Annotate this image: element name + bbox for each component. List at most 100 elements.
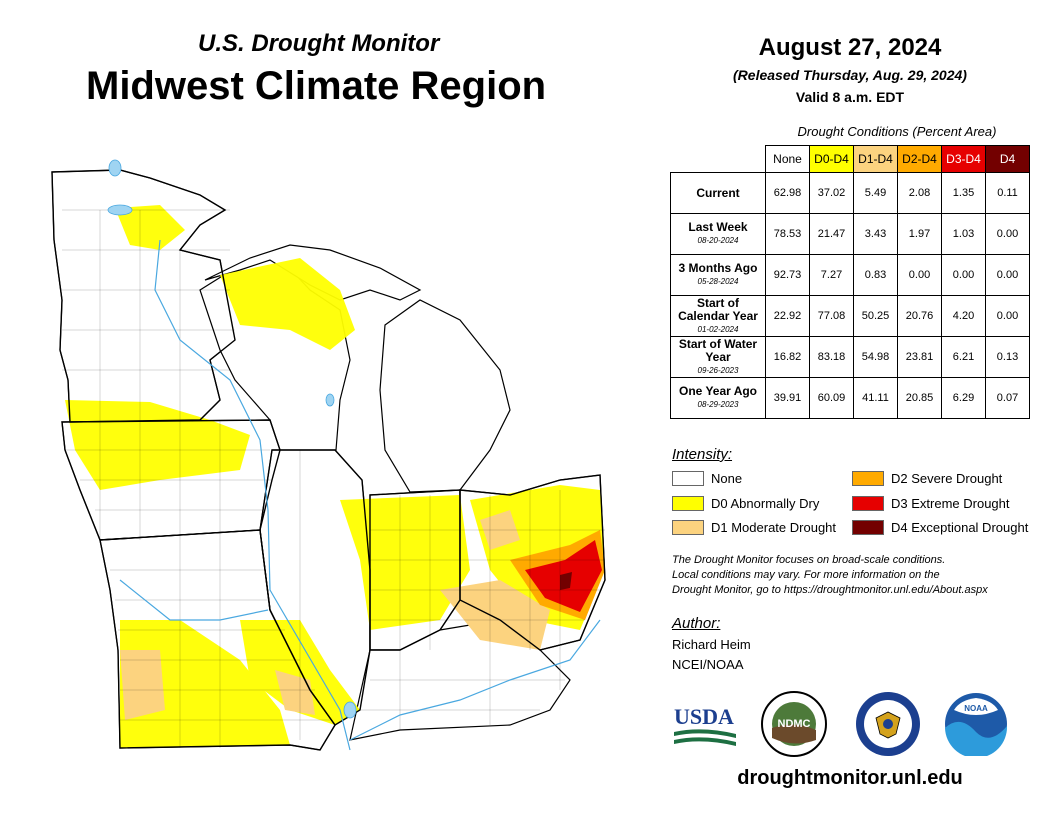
table-cell: 41.11 [853,377,898,419]
table-cell: 60.09 [809,377,854,419]
table-cell: 23.81 [897,336,942,378]
legend-item-d1: D1 Moderate Drought [672,520,836,535]
legend-item-d4: D4 Exceptional Drought [852,520,1028,535]
column-header-d3-d4: D3-D4 [941,145,986,173]
table-cell: 3.43 [853,213,898,255]
website-link[interactable]: droughtmonitor.unl.edu [737,767,963,789]
column-header-d1-d4: D1-D4 [853,145,898,173]
legend-item-d2: D2 Severe Drought [852,471,1002,486]
table-cell: 16.82 [765,336,810,378]
legend-swatch [852,496,884,511]
legend-label: D0 Abnormally Dry [711,496,820,511]
legend-swatch [672,471,704,486]
column-header-d0-d4: D0-D4 [809,145,854,173]
author-name: Richard Heim [672,637,751,652]
region-title: Midwest Climate Region [86,64,547,108]
lake-mille-lacs [325,393,335,407]
table-cell: 7.27 [809,254,854,296]
table-cell: 0.07 [985,377,1030,419]
column-header-d2-d4: D2-D4 [897,145,942,173]
svg-text:NDMC: NDMC [778,718,811,730]
table-cell: 5.49 [853,172,898,214]
monitor-subtitle: U.S. Drought Monitor [198,30,440,57]
d1-area-missouri-sw [120,650,165,720]
doc-seal-logo [856,692,920,756]
table-cell: 78.53 [765,213,810,255]
table-cell: 0.11 [985,172,1030,214]
table-cell: 77.08 [809,295,854,337]
table-cell: 62.98 [765,172,810,214]
legend-label: D2 Severe Drought [891,471,1003,486]
release-date: (Released Thursday, Aug. 29, 2024) [733,67,967,83]
mississippi-river [154,239,351,751]
d0-area-iowa-north [65,400,250,490]
legend-label: D3 Extreme Drought [891,496,1010,511]
row-date: 08-29-2023 [697,400,739,409]
table-cell: 1.97 [897,213,942,255]
row-label-current: Current [670,172,766,214]
table-cell: 21.47 [809,213,854,255]
table-cell: 1.35 [941,172,986,214]
table-cell: 1.03 [941,213,986,255]
d1-area-ohio-north [480,510,520,550]
lake-of-woods [108,159,122,177]
lake-red [107,204,133,216]
d0-area-illinois-indiana [340,495,470,630]
author-org: NCEI/NOAA [672,657,744,672]
d0-area-upper-peninsula [220,258,355,350]
d4-area-ohio-east [560,572,572,590]
table-corner [670,145,766,173]
table-cell: 20.85 [897,377,942,419]
row-date: 08-20-2024 [697,236,739,245]
missouri-river [119,579,269,621]
county-lines [62,209,605,748]
valid-time: Valid 8 a.m. EDT [795,89,905,105]
table-cell: 6.29 [941,377,986,419]
table-row: 3 Months Ago 05-28-2024 92.73 7.27 0.83 0… [670,254,1030,296]
d1-area-indiana-south [440,580,550,650]
table-row: Last Week 08-20-2024 78.53 21.47 3.43 1.9… [670,213,1030,255]
row-label-one-year-ago: One Year Ago 08-29-2023 [670,377,766,419]
ohio-river [349,619,601,741]
table-cell: 22.92 [765,295,810,337]
table-row: Current 62.98 37.02 5.49 2.08 1.35 0.11 [670,172,1030,214]
legend-item-d3: D3 Extreme Drought [852,496,1010,511]
drought-map [51,159,606,751]
table-cell: 92.73 [765,254,810,296]
row-label-start-calendar-year: Start of Calendar Year 01-02-2024 [670,295,766,337]
usda-logo: USDA [674,704,736,746]
column-header-d4: D4 [985,145,1030,173]
table-cell: 39.91 [765,377,810,419]
legend-swatch [852,471,884,486]
table-cell: 4.20 [941,295,986,337]
row-label-start-water-year: Start of Water Year 09-26-2023 [670,336,766,378]
state-lower-michigan [379,299,511,493]
d0-area-mississippi-river [240,620,360,725]
table-cell: 0.13 [985,336,1030,378]
legend-swatch [672,496,704,511]
legend-title: Intensity: [672,446,733,463]
legend-label: None [711,471,743,486]
drought-stats-table: None D0-D4 D1-D4 D2-D4 D3-D4 D4 Current … [670,145,1030,419]
column-header-none: None [765,145,810,173]
table-row: Start of Water Year 09-26-2023 16.82 83.1… [670,336,1030,378]
table-cell: 54.98 [853,336,898,378]
table-caption: Drought Conditions (Percent Area) [797,124,997,139]
table-row: Start of Calendar Year 01-02-2024 22.92 7… [670,295,1030,337]
row-date: 05-28-2024 [697,277,739,286]
noaa-logo: NOAA [945,693,1008,756]
row-label-last-week: Last Week 08-20-2024 [670,213,766,255]
table-row: One Year Ago 08-29-2023 39.91 60.09 41.11… [670,377,1030,419]
lake-winnebago [343,701,357,719]
legend-swatch [672,520,704,535]
legend-item-d0: D0 Abnormally Dry [672,496,819,511]
svg-text:USDA: USDA [674,704,734,729]
legend-item-none: None [672,471,742,486]
map-date: August 27, 2024 [758,34,942,61]
table-cell: 0.00 [985,254,1030,296]
table-cell: 0.00 [985,295,1030,337]
table-cell: 2.08 [897,172,942,214]
table-cell: 0.83 [853,254,898,296]
table-cell: 37.02 [809,172,854,214]
d0-area-minnesota-north [115,205,185,250]
